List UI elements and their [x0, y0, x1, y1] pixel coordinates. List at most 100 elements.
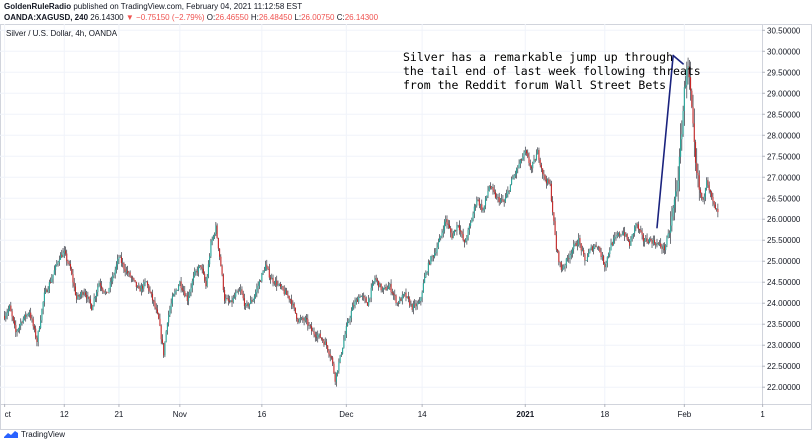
candle-body-down: [251, 300, 253, 302]
y-tick-label: 30.00000: [767, 47, 801, 56]
candle-body-down: [15, 325, 17, 333]
y-tick-label: 22.50000: [767, 362, 801, 371]
candle-body-down: [595, 245, 597, 247]
candle-body-up: [590, 246, 592, 250]
candle-body-down: [64, 250, 67, 254]
candle-body-down: [455, 230, 457, 231]
candle-body-up: [644, 241, 646, 242]
candle-body-up: [374, 278, 376, 282]
candle-body-up: [292, 303, 294, 306]
candle-body-up: [5, 315, 7, 319]
candle-body-up: [625, 234, 627, 237]
candle-body-down: [222, 274, 224, 291]
candle-body-up: [137, 286, 139, 288]
y-tick-label: 26.00000: [767, 215, 801, 224]
candle-body-up: [98, 282, 100, 287]
candle-body-down: [642, 234, 644, 242]
candle-body-down: [138, 286, 140, 289]
chart-header: GoldenRuleRadio published on TradingView…: [0, 0, 812, 26]
candle-body-up: [125, 270, 127, 272]
candle-body-down: [332, 357, 334, 364]
candle-body-up: [360, 296, 362, 297]
candle-body-down: [149, 290, 151, 292]
candle-body-up: [686, 69, 688, 86]
candle-body-down: [309, 325, 311, 327]
candle-body-down: [30, 312, 32, 319]
candle-body-up: [207, 264, 209, 277]
candle-body-up: [308, 325, 310, 326]
candle-body-down: [663, 245, 666, 251]
candle-body-up: [482, 210, 484, 211]
candle-body-down: [407, 296, 410, 300]
candle-body-up: [402, 294, 405, 296]
candle-body-down: [46, 289, 48, 293]
candle-body-up: [250, 300, 252, 304]
time-axis[interactable]: ct 12 21 Nov 16 Dec 14 2021 18 Feb 1: [4, 404, 766, 419]
candle-body-up: [716, 208, 718, 210]
candle-body-down: [450, 228, 452, 233]
candle-body-down: [220, 256, 222, 267]
candle-body-up: [410, 303, 412, 306]
candle-body-down: [694, 141, 697, 163]
candle-body-down: [73, 282, 75, 287]
x-tick-label: 18: [600, 410, 609, 419]
candle-body-down: [156, 309, 159, 314]
candle-body-up: [369, 297, 371, 299]
candle-body-down: [68, 263, 70, 265]
candle-body-up: [621, 234, 623, 236]
candle-body-up: [631, 234, 633, 239]
candle-body-down: [242, 293, 244, 299]
candle-body-down: [603, 255, 605, 264]
publisher-name[interactable]: GoldenRuleRadio: [4, 2, 72, 11]
candle-body-up: [248, 303, 250, 307]
candle-body-up: [585, 260, 587, 261]
candle-body-up: [6, 312, 8, 316]
candle-body-up: [588, 252, 590, 257]
candle-body-up: [506, 193, 508, 198]
candle-body-down: [508, 190, 510, 192]
candlestick-chart[interactable]: 30.50000 30.00000 29.50000 29.00000 28.50000…: [0, 24, 812, 430]
candle-body-down: [217, 237, 219, 249]
candle-body-up: [371, 283, 373, 288]
candle-body-down: [553, 212, 555, 222]
y-tick-label: 27.50000: [767, 152, 801, 161]
candle-body-down: [552, 201, 554, 213]
candle-body-up: [176, 290, 178, 291]
candle-body-down: [120, 256, 122, 264]
candle-body-up: [350, 310, 352, 318]
candle-body-down: [186, 295, 188, 301]
candle-body-down: [297, 318, 299, 323]
y-tick-label: 26.50000: [767, 194, 801, 203]
candle-body-up: [401, 295, 403, 301]
candle-body-up: [514, 173, 516, 176]
candle-body-up: [179, 281, 181, 286]
candle-body-down: [463, 240, 465, 243]
tradingview-brand[interactable]: TradingView: [21, 430, 66, 439]
candle-body-up: [420, 297, 422, 301]
candle-body-down: [599, 247, 601, 252]
candle-body-up: [281, 286, 283, 287]
candle-body-up: [128, 272, 130, 274]
candle-body-up: [349, 317, 351, 321]
annotation-text: Silver has a remarkable jump up through …: [403, 50, 701, 92]
chart-area[interactable]: 30.50000 30.00000 29.50000 29.00000 28.50000…: [0, 24, 812, 430]
candle-body-down: [497, 196, 499, 198]
candle-body-down: [82, 291, 84, 295]
candle-body-up: [63, 250, 65, 253]
candle-body-down: [105, 291, 108, 293]
candle-body-up: [563, 266, 565, 269]
candle-body-down: [313, 331, 315, 335]
candle-body-down: [35, 328, 37, 338]
candle-body-up: [338, 361, 340, 371]
candle-body-up: [564, 265, 566, 267]
trend-arrow: [656, 54, 684, 229]
candle-body-up: [504, 197, 506, 202]
annotation-line-1: Silver has a remarkable jump up through: [403, 50, 674, 64]
candle-body-down: [559, 261, 561, 263]
candle-body-down: [84, 292, 86, 295]
candle-body-down: [202, 268, 205, 274]
candle-body-up: [361, 296, 364, 297]
candle-body-down: [580, 243, 582, 251]
price-axis[interactable]: 30.50000 30.00000 29.50000 29.00000 28.50000…: [762, 26, 801, 392]
candle-body-down: [139, 288, 141, 292]
